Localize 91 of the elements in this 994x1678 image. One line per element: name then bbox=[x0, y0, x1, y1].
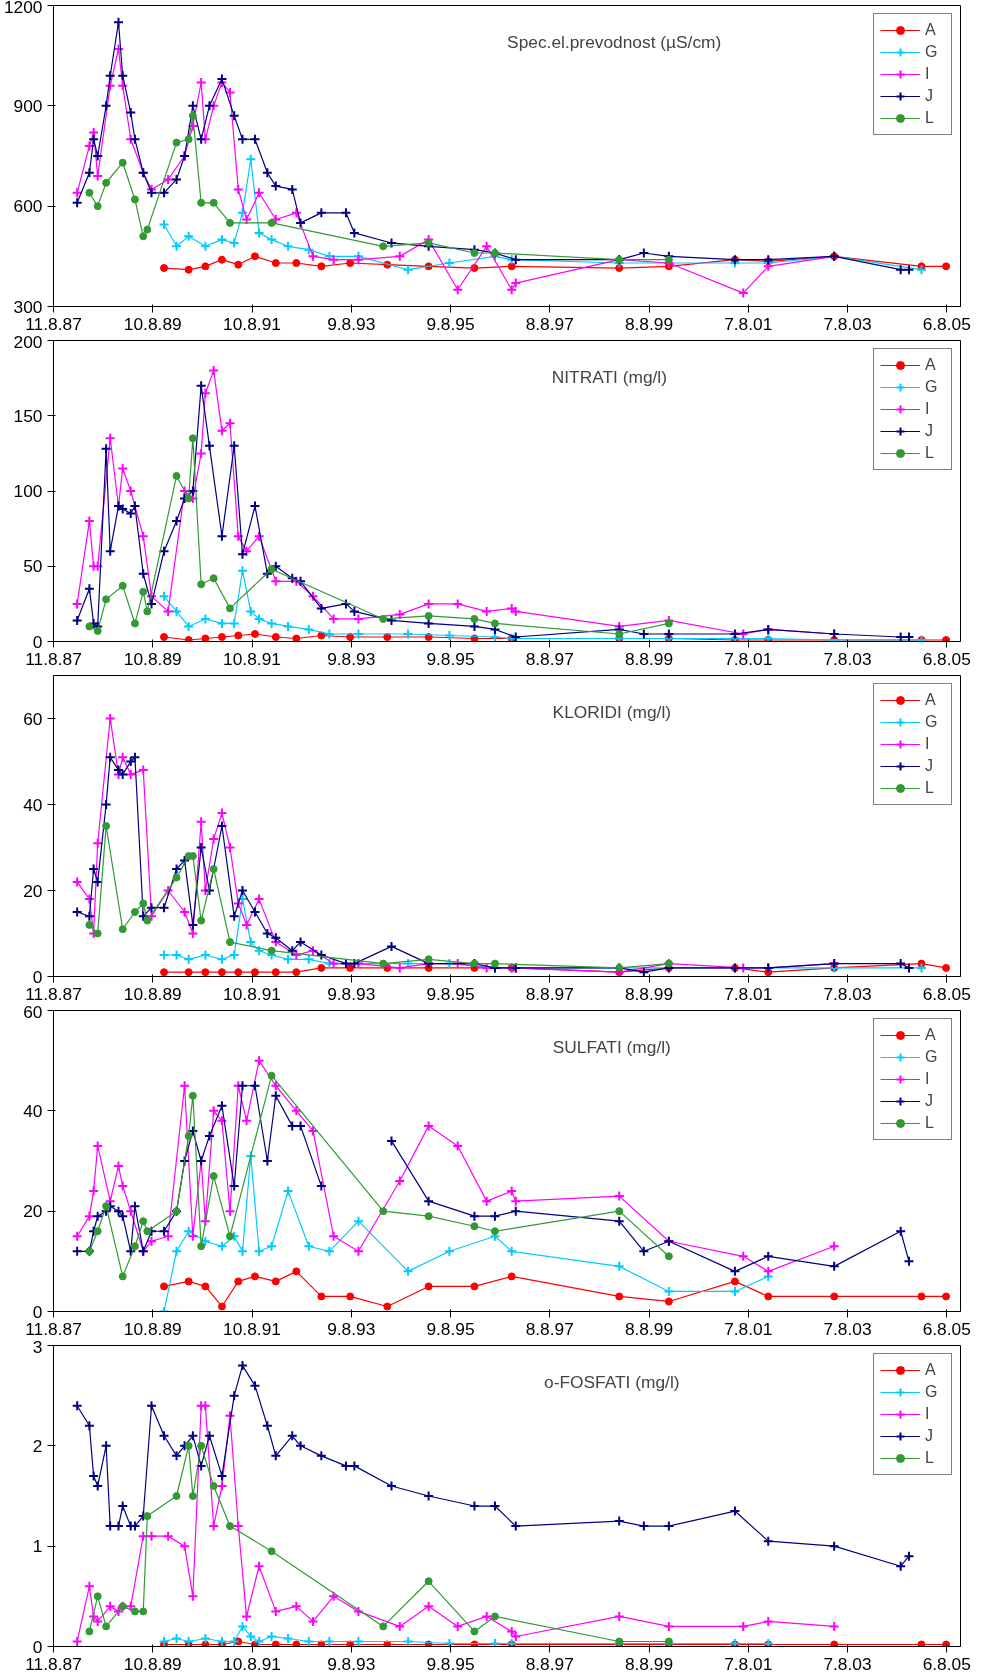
y-tick-label: 150 bbox=[13, 405, 43, 426]
x-tick-label: 8.8.97 bbox=[525, 1318, 574, 1339]
x-tick-label: 9.8.93 bbox=[327, 983, 376, 1004]
x-tick-label: 7.8.03 bbox=[823, 1653, 872, 1674]
x-tick-label: 8.8.97 bbox=[525, 1653, 574, 1674]
x-tick-label: 9.8.95 bbox=[426, 648, 475, 669]
x-tick-label: 6.8.05 bbox=[922, 648, 971, 669]
x-tick-label: 10.8.91 bbox=[223, 648, 281, 669]
x-tick-label: 8.8.97 bbox=[525, 313, 574, 334]
legend-label: A bbox=[925, 21, 937, 39]
legend-label: J bbox=[925, 422, 934, 440]
y-tick-label: 100 bbox=[13, 481, 43, 501]
y-tick-label: 40 bbox=[23, 794, 43, 815]
x-tick-label: 6.8.05 bbox=[922, 1653, 971, 1674]
x-tick-label: 8.8.99 bbox=[624, 1653, 674, 1674]
y-tick-label: 20 bbox=[23, 880, 43, 901]
y-tick-label: 20 bbox=[23, 1201, 43, 1222]
y-tick-label: 2 bbox=[32, 1435, 43, 1456]
x-tick-label: 9.8.95 bbox=[426, 1318, 475, 1339]
x-tick-label: 6.8.05 bbox=[922, 313, 971, 334]
x-tick-label: 7.8.03 bbox=[823, 1318, 872, 1339]
x-tick-label: 9.8.93 bbox=[327, 648, 376, 669]
legend-label: L bbox=[925, 109, 935, 127]
text: SULFATI (mg/l) bbox=[552, 1036, 671, 1057]
text: KLORIDI (mg/l) bbox=[552, 701, 671, 722]
x-tick-label: 7.8.01 bbox=[724, 313, 773, 334]
y-tick-label: 3 bbox=[32, 1336, 43, 1357]
x-tick-label: 10.8.89 bbox=[123, 648, 182, 669]
legend-label: A bbox=[925, 356, 937, 374]
legend-label: L bbox=[925, 779, 935, 797]
y-tick-label: 900 bbox=[13, 95, 43, 116]
x-tick-label: 9.8.95 bbox=[426, 1653, 475, 1674]
y-tick-label: 600 bbox=[13, 196, 43, 217]
x-tick-label: 7.8.01 bbox=[724, 983, 773, 1004]
x-tick-label: 7.8.01 bbox=[724, 648, 773, 669]
y-tick-label: 1200 bbox=[3, 0, 43, 17]
x-tick-label: 7.8.01 bbox=[724, 1318, 773, 1339]
legend-label: G bbox=[925, 378, 939, 396]
x-tick-label: 8.8.99 bbox=[624, 1318, 674, 1339]
x-tick-label: 9.8.93 bbox=[327, 313, 376, 334]
legend-label: L bbox=[925, 1449, 935, 1467]
legend-label: L bbox=[925, 444, 935, 462]
x-tick-label: 10.8.91 bbox=[223, 313, 281, 334]
x-tick-label: 10.8.91 bbox=[223, 1318, 281, 1339]
x-tick-label: 8.8.99 bbox=[624, 983, 674, 1004]
x-tick-label: 10.8.89 bbox=[123, 1318, 182, 1339]
y-tick-label: 60 bbox=[23, 1001, 43, 1022]
text: o-FOSFATI (mg/l) bbox=[544, 1371, 680, 1392]
x-tick-label: 7.8.03 bbox=[823, 983, 872, 1004]
x-tick-label: 9.8.95 bbox=[426, 313, 475, 334]
legend-label: A bbox=[925, 1361, 937, 1379]
x-tick-label: 8.8.97 bbox=[525, 983, 574, 1004]
legend-label: G bbox=[925, 1048, 939, 1066]
legend-label: G bbox=[925, 43, 939, 61]
legend-label: A bbox=[925, 691, 937, 709]
x-tick-label: 10.8.89 bbox=[123, 983, 182, 1004]
legend-label: I bbox=[925, 1070, 931, 1088]
x-tick-label: 10.8.89 bbox=[123, 1653, 182, 1674]
legend-label: L bbox=[925, 1114, 935, 1132]
y-tick-label: 50 bbox=[23, 556, 43, 577]
y-tick-label: 1 bbox=[32, 1536, 43, 1557]
legend-label: J bbox=[925, 1092, 934, 1110]
x-tick-label: 6.8.05 bbox=[922, 1318, 971, 1339]
x-tick-label: 8.8.99 bbox=[624, 313, 674, 334]
x-tick-label: 8.8.99 bbox=[624, 648, 674, 669]
y-tick-label: 60 bbox=[23, 708, 43, 729]
y-tick-label: 40 bbox=[23, 1100, 43, 1121]
text: NITRATI (mg/l) bbox=[551, 366, 667, 387]
x-tick-label: 7.8.01 bbox=[724, 1653, 773, 1674]
legend-label: G bbox=[925, 713, 939, 731]
x-tick-label: 7.8.03 bbox=[823, 648, 872, 669]
text: Spec.el.prevodnost (µS/cm) bbox=[507, 31, 722, 52]
legend-label: J bbox=[925, 757, 934, 775]
x-tick-label: 7.8.03 bbox=[823, 313, 872, 334]
legend-label: J bbox=[925, 87, 934, 105]
legend-label: J bbox=[925, 1427, 934, 1445]
legend-label: A bbox=[925, 1026, 937, 1044]
x-tick-label: 9.8.93 bbox=[327, 1653, 376, 1674]
x-tick-label: 10.8.91 bbox=[223, 983, 281, 1004]
x-tick-label: 10.8.89 bbox=[123, 313, 182, 334]
legend-label: I bbox=[925, 65, 931, 83]
x-tick-label: 8.8.97 bbox=[525, 648, 574, 669]
x-tick-label: 10.8.91 bbox=[223, 1653, 281, 1674]
legend-label: I bbox=[925, 735, 931, 753]
legend-label: G bbox=[925, 1383, 939, 1401]
x-tick-label: 9.8.93 bbox=[327, 1318, 376, 1339]
legend-label: I bbox=[925, 400, 931, 418]
y-tick-label: 200 bbox=[13, 331, 43, 352]
x-tick-label: 6.8.05 bbox=[922, 983, 971, 1004]
legend-label: I bbox=[925, 1405, 931, 1423]
x-tick-label: 9.8.95 bbox=[426, 983, 475, 1004]
